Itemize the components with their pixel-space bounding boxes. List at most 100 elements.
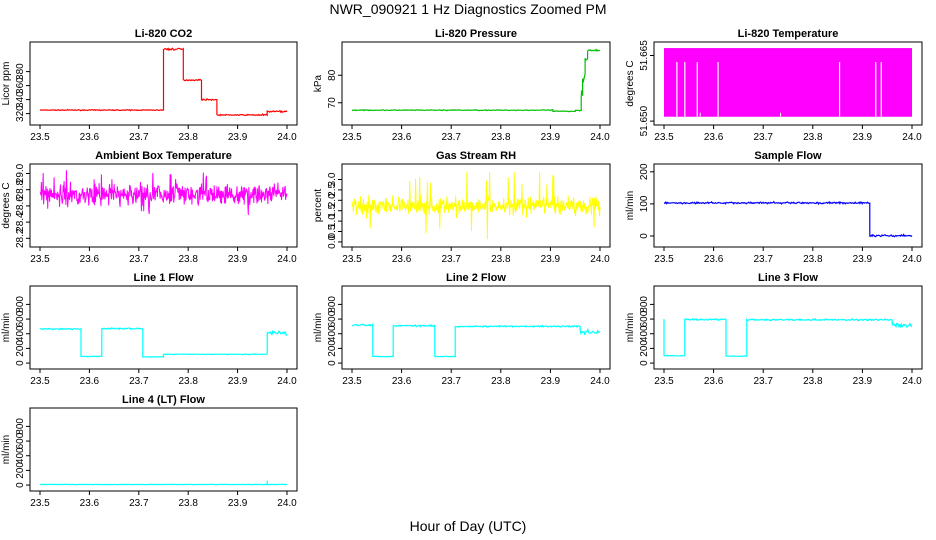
x-tick-label: 24.0 bbox=[590, 132, 610, 143]
plot-frame bbox=[653, 285, 923, 370]
x-tick-label: 23.6 bbox=[80, 254, 100, 265]
y-axis-label: Licor ppm bbox=[1, 62, 12, 106]
x-tick-label: 24.0 bbox=[902, 132, 922, 143]
x-tick-label: 23.5 bbox=[654, 132, 674, 143]
y-tick-label: 200 bbox=[639, 163, 650, 180]
y-axis-label: ml/min bbox=[313, 313, 324, 342]
x-tick-label: 23.7 bbox=[753, 254, 773, 265]
x-tick-label: 23.7 bbox=[441, 132, 461, 143]
panel-title: Line 4 (LT) Flow bbox=[122, 394, 205, 406]
x-tick-label: 23.9 bbox=[541, 376, 561, 387]
plot-frame bbox=[341, 285, 611, 370]
y-axis-label: degrees C bbox=[1, 182, 12, 228]
x-tick-label: 23.9 bbox=[853, 376, 873, 387]
x-tick-label: 23.5 bbox=[342, 376, 362, 387]
x-tick-label: 24.0 bbox=[277, 376, 297, 387]
x-tick-label: 24.0 bbox=[277, 254, 297, 265]
panel-10: Line 4 (LT) Flow ml/min 23.5 23.6 23.7 23.8 23… bbox=[1, 394, 298, 509]
panel-1: Li-820 CO2 Licor ppm 23.5 23.6 23.7 23.8 23.9 2… bbox=[1, 28, 298, 143]
x-tick-label: 23.9 bbox=[228, 132, 248, 143]
y-tick-label: 800 bbox=[327, 296, 338, 313]
panel-title: Li-820 Temperature bbox=[738, 28, 839, 40]
y-tick-label: 0 bbox=[15, 360, 26, 366]
series-line bbox=[351, 171, 601, 240]
x-tick-label: 23.7 bbox=[753, 132, 773, 143]
x-tick-label: 23.8 bbox=[803, 376, 823, 387]
y-tick-label: 28.8 bbox=[15, 180, 26, 200]
panel-7: Line 1 Flow ml/min 23.5 23.6 23.7 23.8 23.9 24.… bbox=[1, 272, 298, 387]
y-tick-label: 0.5 bbox=[327, 224, 338, 238]
series-line bbox=[663, 317, 913, 358]
x-tick-label: 23.5 bbox=[342, 254, 362, 265]
y-tick-label: 80 bbox=[327, 69, 338, 81]
x-tick-label: 24.0 bbox=[277, 132, 297, 143]
x-tick-label: 23.5 bbox=[342, 132, 362, 143]
y-tick-label: 100 bbox=[639, 195, 650, 212]
y-axis-label: kPa bbox=[313, 74, 324, 92]
x-tick-label: 23.9 bbox=[228, 498, 248, 509]
x-tick-label: 23.8 bbox=[178, 254, 198, 265]
x-tick-label: 23.8 bbox=[491, 376, 511, 387]
x-tick-label: 23.9 bbox=[541, 254, 561, 265]
plot-frame bbox=[341, 163, 611, 248]
x-tick-label: 23.8 bbox=[178, 498, 198, 509]
x-tick-label: 23.5 bbox=[30, 132, 50, 143]
x-tick-label: 24.0 bbox=[902, 376, 922, 387]
x-axis-label: Hour of Day (UTC) bbox=[410, 518, 527, 534]
x-tick-label: 24.0 bbox=[590, 254, 610, 265]
x-tick-label: 23.8 bbox=[803, 254, 823, 265]
x-tick-label: 23.6 bbox=[80, 132, 100, 143]
y-tick-label: 0 bbox=[639, 360, 650, 366]
y-tick-label: 600 bbox=[15, 432, 26, 449]
y-tick-label: 400 bbox=[15, 325, 26, 342]
panel-4: Ambient Box Temperature degrees C 23.5 23.6… bbox=[1, 150, 298, 265]
y-tick-label: 28.4 bbox=[15, 212, 26, 232]
series-line bbox=[351, 48, 601, 113]
panel-8: Line 2 Flow ml/min 23.5 23.6 23.7 23.8 23.9 24.… bbox=[313, 272, 611, 387]
x-tick-label: 23.6 bbox=[392, 376, 412, 387]
y-tick-label: 0 bbox=[639, 233, 650, 239]
x-tick-label: 23.7 bbox=[129, 132, 149, 143]
y-tick-label: 1.0 bbox=[327, 214, 338, 228]
panel-title: Li-820 Pressure bbox=[435, 28, 517, 40]
y-tick-label: 70 bbox=[327, 97, 338, 109]
panel-title: Li-820 CO2 bbox=[135, 28, 192, 40]
y-tick-label: 400 bbox=[639, 325, 650, 342]
series-line bbox=[39, 326, 288, 358]
x-tick-label: 23.9 bbox=[228, 254, 248, 265]
x-tick-label: 23.6 bbox=[80, 498, 100, 509]
y-tick-label: 2.5 bbox=[327, 183, 338, 197]
plot-frame bbox=[29, 407, 298, 492]
series-line bbox=[39, 483, 288, 486]
y-tick-label: 200 bbox=[15, 462, 26, 479]
main-title: NWR_090921 1 Hz Diagnostics Zoomed PM bbox=[329, 1, 606, 17]
y-axis-label: ml/min bbox=[625, 191, 636, 220]
y-tick-label: 800 bbox=[15, 418, 26, 435]
y-tick-label: 600 bbox=[327, 310, 338, 327]
y-tick-label: 400 bbox=[327, 325, 338, 342]
panel-title: Gas Stream RH bbox=[436, 150, 516, 162]
x-tick-label: 23.5 bbox=[30, 376, 50, 387]
y-axis-label: ml/min bbox=[1, 435, 12, 464]
x-tick-label: 23.9 bbox=[853, 132, 873, 143]
y-tick-label: 800 bbox=[639, 296, 650, 313]
x-tick-label: 23.5 bbox=[654, 254, 674, 265]
y-tick-label: 0 bbox=[15, 482, 26, 488]
y-tick-label: 400 bbox=[15, 447, 26, 464]
y-axis-label: percent bbox=[313, 189, 324, 223]
y-tick-label: 51.650 bbox=[639, 105, 650, 136]
y-tick-label: 380 bbox=[15, 63, 26, 80]
series-line bbox=[663, 200, 913, 238]
y-tick-label: 28.6 bbox=[15, 196, 26, 216]
y-tick-label: 600 bbox=[15, 310, 26, 327]
x-tick-label: 23.6 bbox=[704, 254, 724, 265]
y-tick-label: 0 bbox=[327, 360, 338, 366]
y-axis-label: ml/min bbox=[1, 313, 12, 342]
x-tick-label: 23.6 bbox=[392, 254, 412, 265]
y-tick-label: 51.665 bbox=[639, 40, 650, 71]
x-tick-label: 23.8 bbox=[803, 132, 823, 143]
x-tick-label: 23.7 bbox=[441, 254, 461, 265]
y-tick-label: 340 bbox=[15, 91, 26, 108]
y-tick-label: 29.0 bbox=[15, 163, 26, 183]
